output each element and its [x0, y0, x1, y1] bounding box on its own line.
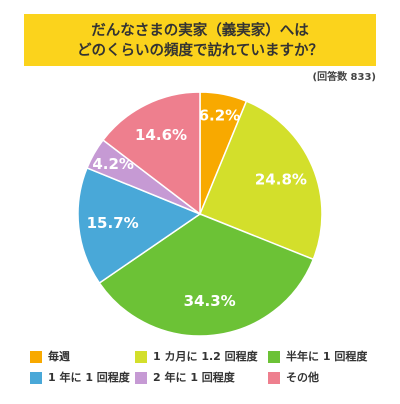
data-label: 24.8%: [255, 170, 307, 188]
chart-title: だんなさまの実家（義実家）へは: [91, 21, 309, 39]
data-label: 34.3%: [184, 292, 236, 310]
pie-slice: [101, 91, 201, 216]
data-label: 14.6%: [135, 126, 187, 144]
title-box: [24, 14, 376, 66]
legend-label: 1 カ月に 1.2 回程度: [153, 349, 259, 363]
legend-swatch: [135, 372, 147, 384]
legend-label: 半年に 1 回程度: [286, 349, 368, 363]
subtitle: (回答数 833): [313, 70, 377, 83]
data-label: 15.7%: [87, 214, 139, 232]
legend-label: 1 年に 1 回程度: [48, 370, 131, 384]
legend-swatch: [268, 351, 280, 363]
pie-slice: [77, 166, 202, 285]
legend-label: 2 年に 1 回程度: [153, 370, 236, 384]
legend-label: その他: [286, 370, 319, 384]
data-label: 4.2%: [92, 155, 134, 173]
pie-slice: [98, 213, 315, 337]
data-label: 6.2%: [199, 106, 241, 124]
legend-swatch: [30, 372, 42, 384]
legend-swatch: [30, 351, 42, 363]
legend-label: 毎週: [48, 349, 70, 363]
legend-swatch: [268, 372, 280, 384]
legend-swatch: [135, 351, 147, 363]
pie-slice: [199, 100, 323, 261]
chart-title: どのくらいの頻度で訪れていますか？: [77, 41, 323, 59]
